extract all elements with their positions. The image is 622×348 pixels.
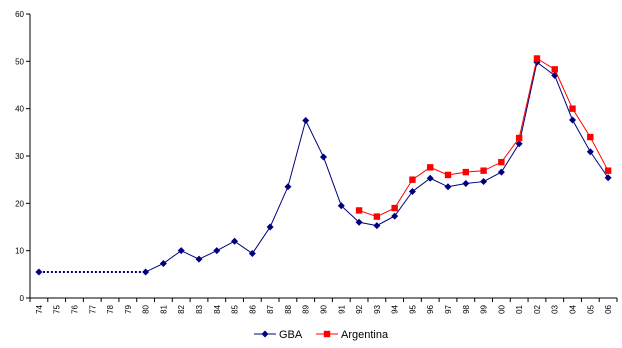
x-tick-label: 88: [284, 304, 293, 313]
x-tick-label: 86: [248, 304, 257, 313]
x-tick-label: 95: [408, 304, 417, 313]
data-point-diamond: [569, 116, 577, 124]
x-tick-label: 92: [355, 304, 364, 313]
data-point-diamond: [320, 153, 327, 161]
data-point-square: [498, 158, 505, 166]
data-point-diamond: [266, 223, 274, 231]
y-tick-label: 40: [15, 105, 24, 114]
data-point-diamond: [355, 218, 363, 226]
data-point-diamond: [515, 140, 523, 148]
data-point-diamond: [391, 212, 399, 220]
x-tick-label: 93: [373, 304, 382, 313]
data-point-diamond: [302, 117, 310, 124]
x-tick-label: 83: [195, 304, 204, 313]
x-tick-label: 89: [302, 304, 311, 313]
x-tick-label: 74: [35, 304, 44, 313]
data-point-square: [444, 171, 452, 179]
x-tick-label: 76: [70, 304, 79, 313]
x-tick-label: 00: [497, 304, 506, 313]
data-point-square: [391, 204, 398, 212]
data-point-diamond: [408, 188, 416, 195]
data-point-square: [373, 213, 381, 220]
data-point-square: [323, 330, 331, 338]
x-tick-label: 79: [124, 304, 133, 313]
data-point-diamond: [261, 330, 269, 338]
y-tick-label: 0: [20, 294, 25, 303]
data-point-diamond: [159, 259, 167, 267]
data-point-square: [427, 164, 434, 171]
y-axis-ticks: 0 10 20 30 40 50 60: [15, 10, 30, 303]
data-point-diamond: [231, 237, 239, 245]
x-axis-ticks: 74 75 76 77 78 79 80 81 82 83 84 85 86 87 88 89 90 91 92 93…: [29, 298, 618, 314]
series-line: [358, 57, 609, 218]
series-line: [145, 61, 609, 273]
x-tick-label: 05: [586, 304, 595, 313]
legend-label: Argentina: [341, 329, 389, 341]
y-tick-label: 30: [15, 152, 24, 161]
x-tick-label: 06: [604, 304, 613, 313]
data-point-diamond: [337, 202, 345, 210]
data-point-square: [355, 207, 363, 214]
series-lines: [35, 55, 612, 276]
x-tick-label: 98: [462, 304, 471, 313]
data-point-diamond: [426, 174, 434, 182]
x-tick-label: 81: [159, 304, 168, 313]
x-tick-label: 97: [444, 304, 453, 313]
data-point-square: [569, 105, 576, 112]
x-tick-label: 82: [177, 304, 186, 313]
y-tick-label: 10: [15, 247, 24, 256]
x-tick-label: 75: [53, 304, 62, 313]
legend-item-gba: GBA: [254, 329, 303, 341]
data-point-square: [409, 176, 416, 183]
data-point-square: [604, 167, 612, 174]
y-tick-label: 50: [15, 57, 24, 66]
data-point-diamond: [604, 174, 612, 182]
data-point-diamond: [373, 222, 381, 230]
series-gba: [35, 58, 612, 276]
x-tick-label: 78: [106, 304, 115, 313]
data-point-diamond: [444, 183, 452, 191]
x-tick-label: 84: [213, 304, 222, 313]
data-point-diamond: [586, 148, 594, 156]
data-point-square: [533, 55, 541, 62]
x-tick-label: 91: [337, 304, 346, 313]
x-tick-label: 03: [551, 304, 560, 313]
x-tick-label: 01: [515, 304, 524, 313]
x-tick-label: 77: [88, 304, 97, 313]
data-point-diamond: [480, 178, 488, 186]
y-tick-label: 60: [15, 10, 24, 19]
legend: GBA Argentina: [254, 329, 389, 341]
data-point-diamond: [35, 268, 43, 276]
data-point-square: [462, 168, 470, 176]
data-point-diamond: [177, 247, 185, 255]
x-tick-label: 80: [142, 304, 151, 313]
x-tick-label: 90: [320, 304, 329, 313]
y-tick-label: 20: [15, 199, 24, 208]
data-point-square: [480, 167, 487, 174]
x-tick-label: 94: [391, 304, 400, 313]
x-tick-label: 85: [231, 304, 240, 313]
x-tick-label: 02: [533, 304, 542, 313]
data-point-diamond: [213, 247, 221, 255]
legend-item-argentina: Argentina: [316, 329, 389, 341]
data-point-diamond: [284, 183, 292, 191]
data-point-diamond: [248, 250, 256, 258]
data-point-diamond: [195, 255, 203, 263]
data-point-diamond: [497, 168, 505, 176]
data-point-square: [515, 134, 523, 142]
legend-label: GBA: [279, 329, 303, 341]
data-point-diamond: [142, 268, 150, 276]
x-tick-label: 87: [266, 304, 275, 313]
data-point-square: [551, 66, 558, 73]
data-point-square: [587, 133, 594, 141]
series-argentina: [355, 55, 612, 220]
x-tick-label: 96: [426, 304, 435, 313]
data-point-diamond: [462, 179, 470, 187]
x-tick-label: 99: [480, 304, 489, 313]
x-tick-label: 04: [569, 304, 578, 313]
